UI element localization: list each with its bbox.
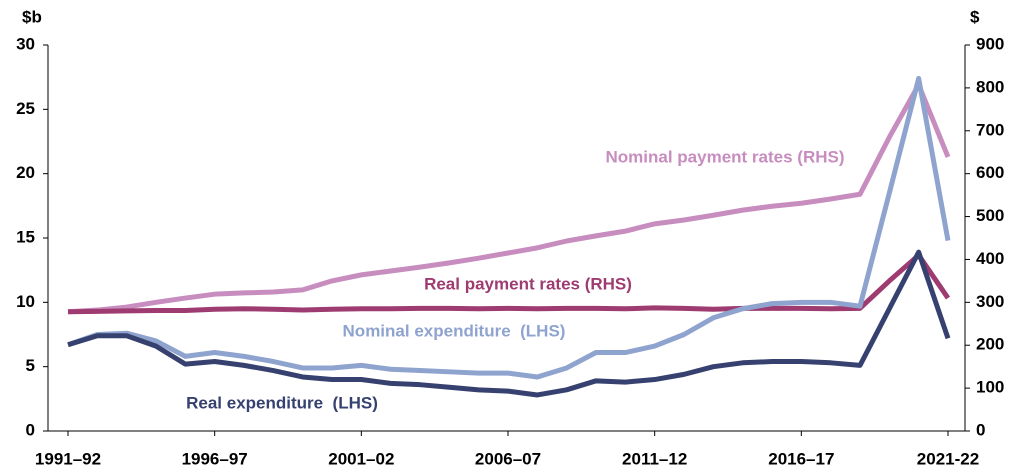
- y2-tick-label: 500: [976, 206, 1004, 225]
- x-tick-label: 1996–97: [182, 449, 248, 468]
- series-line: [67, 82, 951, 315]
- x-tick-label: 2011–12: [622, 449, 687, 468]
- y2-tick-label: 800: [976, 77, 1004, 96]
- x-tick-label: 2001–02: [328, 449, 394, 468]
- x-tick-label: 2006–07: [475, 449, 541, 468]
- y-tick-label: 30: [16, 34, 35, 53]
- x-tick-label: 2021-22: [917, 449, 979, 468]
- y-tick-label: 5: [26, 356, 35, 375]
- x-tick-label: 1991–92: [35, 449, 101, 468]
- series-line: [67, 252, 951, 315]
- y-tick-label: 15: [16, 227, 35, 246]
- series-line: [67, 75, 951, 380]
- y2-axis-label: $: [970, 7, 980, 26]
- y2-tick-label: 600: [976, 163, 1004, 182]
- x-tick-label: 2016–17: [768, 449, 834, 468]
- y-tick-label: 25: [16, 99, 35, 118]
- series-line: [67, 249, 951, 398]
- y-tick-label: 20: [16, 163, 35, 182]
- series-label: Real payment rates (RHS): [424, 274, 632, 293]
- series-label: Nominal expenditure (LHS): [343, 321, 566, 340]
- y2-tick-label: 100: [976, 378, 1004, 397]
- y-axis-label: $b: [22, 7, 42, 26]
- y2-tick-label: 300: [976, 292, 1004, 311]
- y-tick-label: 0: [26, 420, 35, 439]
- y2-tick-label: 200: [976, 335, 1004, 354]
- series-label: Nominal payment rates (RHS): [606, 147, 845, 166]
- y2-tick-label: 400: [976, 249, 1004, 268]
- y2-tick-label: 900: [976, 34, 1004, 53]
- series-label: Real expenditure (LHS): [186, 393, 378, 412]
- y2-tick-label: 0: [976, 420, 985, 439]
- y2-tick-label: 700: [976, 120, 1004, 139]
- y-tick-label: 10: [16, 292, 35, 311]
